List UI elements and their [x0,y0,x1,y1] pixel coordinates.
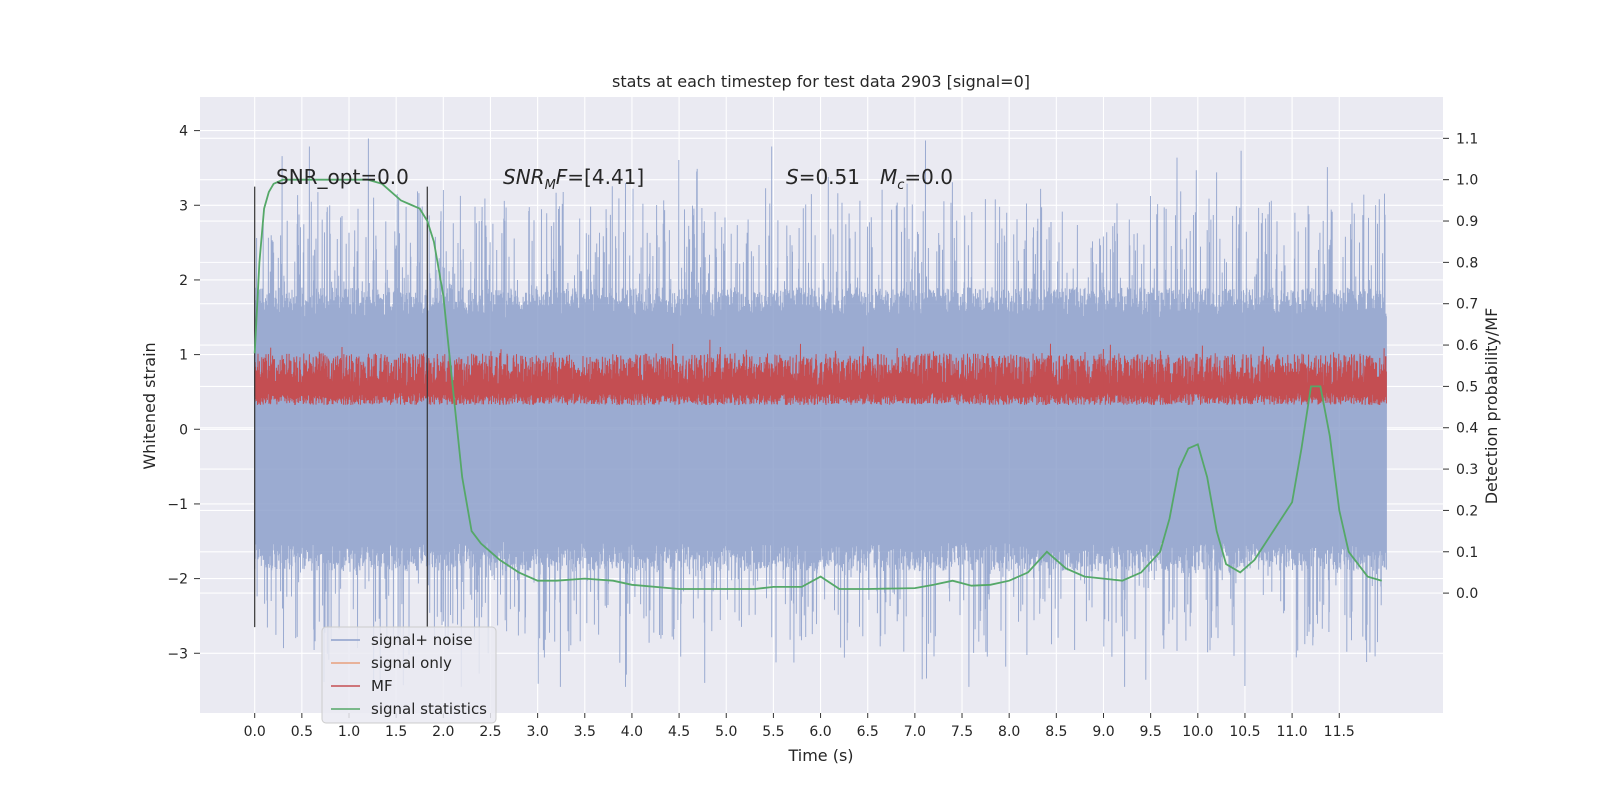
annotation-snr-mf: SNRMF=[4.41] [503,165,644,193]
x-tick-label: 9.0 [1092,724,1114,740]
legend-label-signal-statistics: signal statistics [371,700,487,718]
y-tick-label: −2 [167,572,188,588]
y2-tick-label: 1.1 [1456,131,1478,147]
x-tick-label: 11.0 [1277,724,1308,740]
annotation-mc: Mc=0.0 [880,165,953,193]
x-tick-label: 3.5 [574,724,596,740]
annotation-s: S=0.51 [786,165,860,189]
x-tick-label: 4.5 [668,724,690,740]
legend-box [321,626,497,724]
chart-title: stats at each timestep for test data 290… [612,72,1030,91]
y2-tick-label: 0.7 [1456,297,1478,313]
x-axis-ticks: 0.0 0.5 1.0 1.5 2.0 2.5 3.0 3.5 4.0 4.5 5.0 5.5 6.0 6… [244,713,1355,740]
y2-tick-label: 0.3 [1456,462,1478,478]
legend: signal+ noise signal only MF signal stat… [321,626,497,724]
x-tick-label: 8.5 [1045,724,1067,740]
x-tick-label: 10.5 [1229,724,1260,740]
signal-noise-line [254,138,1387,687]
y2-tick-label: 0.6 [1456,338,1478,354]
y-tick-label: −3 [167,646,188,662]
x-tick-label: 7.0 [904,724,926,740]
legend-label-signal-only: signal only [371,654,452,672]
y-tick-label: 4 [179,124,188,140]
x-tick-label: 11.5 [1324,724,1355,740]
x-tick-label: 4.0 [621,724,643,740]
x-tick-label: 5.0 [715,724,737,740]
y2-tick-label: 0.2 [1456,503,1478,519]
x-tick-label: 6.5 [857,724,879,740]
y2-tick-label: 1.0 [1456,173,1478,189]
y2-tick-label: 0.4 [1456,421,1478,437]
y2-tick-label: 0.9 [1456,214,1478,230]
x-axis-label: Time (s) [787,746,853,765]
x-tick-label: 2.0 [432,724,454,740]
annotation-snr-opt: SNR_opt=0.0 [276,165,409,189]
y2-tick-label: 0.0 [1456,586,1478,602]
signal-statistics-line [253,178,1382,590]
y-axis-label: Whitened strain [140,342,159,469]
y-tick-label: 2 [179,273,188,289]
x-tick-label: 2.5 [479,724,501,740]
x-tick-label: 10.0 [1182,724,1213,740]
x-tick-label: 0.5 [291,724,313,740]
x-tick-label: 5.5 [762,724,784,740]
x-tick-label: 8.0 [998,724,1020,740]
y-tick-label: 1 [179,348,188,364]
y-tick-label: −1 [167,497,188,513]
y-tick-label: 0 [179,422,188,438]
legend-label-mf: MF [371,677,393,695]
y-axis-ticks: 4 3 2 1 0 −1 −2 −3 [167,124,200,662]
x-tick-label: 6.0 [809,724,831,740]
legend-label-signal-noise: signal+ noise [371,631,473,649]
data-layer [253,138,1387,687]
y2-tick-label: 0.5 [1456,379,1478,395]
y2-tick-label: 0.8 [1456,255,1478,271]
y2-tick-label: 0.1 [1456,545,1478,561]
x-tick-label: 1.5 [385,724,407,740]
y2-axis-ticks: 1.1 1.0 0.9 0.8 0.7 0.6 0.5 0.4 0.3 0.2 0.1 0.0 [1443,131,1478,602]
y2-axis-label: Detection probability/MF [1482,308,1501,505]
x-tick-label: 9.5 [1140,724,1162,740]
y-tick-label: 3 [179,198,188,214]
x-tick-label: 1.0 [338,724,360,740]
mf-line [254,339,1387,406]
x-tick-label: 0.0 [244,724,266,740]
x-tick-label: 7.5 [951,724,973,740]
x-tick-label: 3.0 [526,724,548,740]
